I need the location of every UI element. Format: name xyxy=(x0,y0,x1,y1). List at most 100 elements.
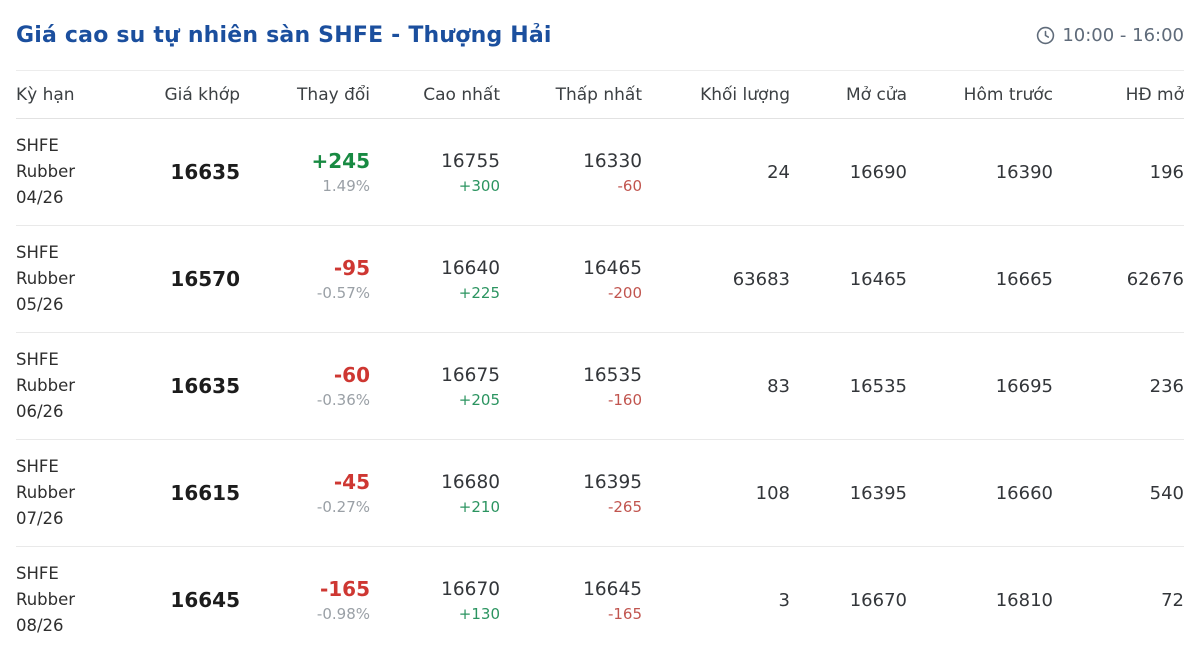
contract-expiry: 05/26 xyxy=(16,295,64,314)
high-delta: +130 xyxy=(458,604,500,623)
contract-commodity: Rubber xyxy=(16,483,76,502)
low-cell: 16465 -200 xyxy=(500,225,642,333)
col-header-prev-close: Hôm trước xyxy=(907,70,1053,119)
low-delta: -60 xyxy=(617,176,643,195)
contract-commodity: Rubber xyxy=(16,590,76,610)
change-cell: -60 -0.36% xyxy=(240,332,370,440)
change-percent: 1.49% xyxy=(322,177,370,195)
low-value: 16535 xyxy=(583,364,642,386)
high-value: 16670 xyxy=(441,578,500,600)
low-delta: -165 xyxy=(607,604,642,623)
table-row[interactable]: SHFE Rubber 08/26 16645 -165 -0.98% 1667… xyxy=(16,547,1184,654)
change-value: +245 xyxy=(311,149,370,173)
low-delta: -200 xyxy=(607,283,642,302)
high-value: 16680 xyxy=(441,471,500,493)
table-row[interactable]: SHFE Rubber 04/26 16635 +245 1.49% 16755… xyxy=(16,118,1184,226)
contract-exchange: SHFE xyxy=(16,350,59,369)
table-header-row: Kỳ hạn Giá khớp Thay đổi Cao nhất Thấp n… xyxy=(16,70,1184,119)
low-cell: 16330 -60 xyxy=(500,118,643,226)
prev-close-cell: 16695 xyxy=(907,332,1053,440)
last-price: 16635 xyxy=(136,118,240,226)
change-cell: -45 -0.27% xyxy=(240,439,370,547)
change-value: -45 xyxy=(333,470,370,494)
contract-exchange: SHFE xyxy=(16,564,59,584)
contract-cell: SHFE Rubber 06/26 xyxy=(16,332,136,440)
high-cell: 16670 +130 xyxy=(370,547,500,654)
open-interest-cell: 72 xyxy=(1161,589,1184,611)
change-percent: -0.57% xyxy=(316,284,370,302)
prev-close-cell: 16665 xyxy=(907,225,1053,333)
low-cell: 16535 -160 xyxy=(500,332,642,440)
contract-exchange: SHFE xyxy=(16,457,59,476)
contract-exchange: SHFE xyxy=(16,136,59,155)
open-interest-cell: 236 xyxy=(1053,332,1184,440)
trading-hours: 10:00 - 16:00 xyxy=(1036,25,1184,46)
contract-commodity: Rubber xyxy=(16,376,76,395)
table-row[interactable]: SHFE Rubber 07/26 16615 -45 -0.27% 16680… xyxy=(16,439,1184,547)
col-header-contract: Kỳ hạn xyxy=(16,70,136,119)
table-row[interactable]: SHFE Rubber 05/26 16570 -95 -0.57% 16640… xyxy=(16,225,1184,333)
low-value: 16330 xyxy=(583,150,642,172)
high-delta: +225 xyxy=(458,283,500,302)
change-cell: -95 -0.57% xyxy=(240,225,370,333)
change-value: -95 xyxy=(333,256,370,280)
prev-close-cell: 16390 xyxy=(907,118,1053,226)
high-cell: 16675 +205 xyxy=(370,332,500,440)
clock-icon xyxy=(1036,26,1055,45)
open-interest-cell: 196 xyxy=(1053,118,1184,226)
contract-commodity: Rubber xyxy=(16,162,76,181)
high-delta: +210 xyxy=(458,497,500,516)
price-table: Kỳ hạn Giá khớp Thay đổi Cao nhất Thấp n… xyxy=(16,70,1184,654)
col-header-low: Thấp nhất xyxy=(500,70,642,119)
open-cell: 16690 xyxy=(790,118,907,226)
high-value: 16755 xyxy=(441,150,500,172)
col-header-open: Mở cửa xyxy=(790,70,907,119)
col-header-high: Cao nhất xyxy=(370,70,500,119)
contract-cell: SHFE Rubber 07/26 xyxy=(16,439,136,547)
change-percent: -0.98% xyxy=(316,605,370,624)
change-cell: -165 -0.98% xyxy=(240,547,370,654)
col-header-change: Thay đổi xyxy=(240,70,370,119)
prev-close-cell: 16810 xyxy=(995,589,1053,611)
contract-cell: SHFE Rubber 05/26 xyxy=(16,225,136,333)
contract-expiry: 08/26 xyxy=(16,616,64,636)
panel-header: Giá cao su tự nhiên sàn SHFE - Thượng Hả… xyxy=(16,0,1184,70)
open-cell: 16535 xyxy=(790,332,907,440)
low-cell: 16395 -265 xyxy=(500,439,642,547)
high-delta: +205 xyxy=(458,390,500,409)
low-value: 16465 xyxy=(583,257,642,279)
high-delta: +300 xyxy=(458,176,500,195)
low-value: 16395 xyxy=(583,471,642,493)
contract-expiry: 06/26 xyxy=(16,402,64,421)
low-value: 16645 xyxy=(583,578,642,600)
high-value: 16640 xyxy=(441,257,500,279)
open-cell: 16670 xyxy=(849,589,907,611)
change-value: -60 xyxy=(333,363,370,387)
contract-commodity: Rubber xyxy=(16,269,76,288)
contract-cell: SHFE Rubber 04/26 xyxy=(16,118,136,226)
last-price: 16615 xyxy=(136,439,240,547)
volume-cell: 24 xyxy=(642,118,790,226)
change-percent: -0.36% xyxy=(316,391,370,409)
volume-cell: 108 xyxy=(642,439,790,547)
high-cell: 16680 +210 xyxy=(370,439,500,547)
col-header-last: Giá khớp xyxy=(136,70,240,119)
table-row[interactable]: SHFE Rubber 06/26 16635 -60 -0.36% 16675… xyxy=(16,332,1184,440)
contract-cell: SHFE Rubber 08/26 xyxy=(16,547,136,654)
change-percent: -0.27% xyxy=(316,498,370,516)
high-cell: 16640 +225 xyxy=(370,225,500,333)
change-cell: +245 1.49% xyxy=(240,118,370,226)
low-cell: 16645 -165 xyxy=(500,547,642,654)
page-title: Giá cao su tự nhiên sàn SHFE - Thượng Hả… xyxy=(16,22,552,48)
last-price: 16570 xyxy=(136,225,240,333)
volume-cell: 83 xyxy=(642,332,790,440)
last-price: 16635 xyxy=(136,332,240,440)
col-header-open-interest: HĐ mở xyxy=(1053,70,1184,119)
high-cell: 16755 +300 xyxy=(370,118,500,226)
open-cell: 16465 xyxy=(790,225,907,333)
open-interest-cell: 540 xyxy=(1053,439,1184,547)
last-price: 16645 xyxy=(170,588,240,613)
trading-hours-text: 10:00 - 16:00 xyxy=(1062,24,1184,46)
open-interest-cell: 62676 xyxy=(1053,225,1184,333)
